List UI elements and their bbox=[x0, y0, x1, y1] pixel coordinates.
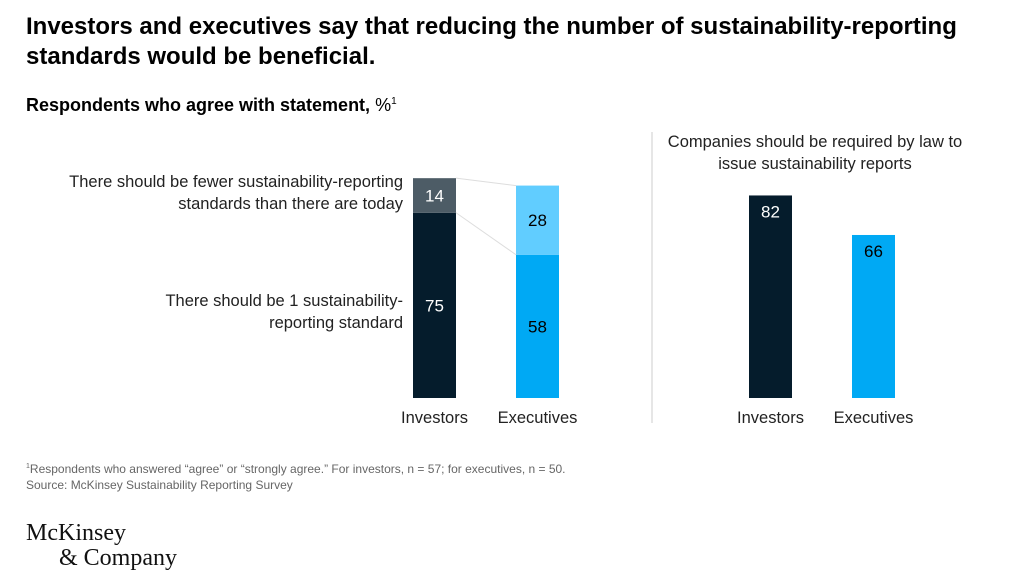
subtitle-text: Respondents who agree with statement, bbox=[26, 95, 371, 115]
logo-line-2: & Company bbox=[59, 545, 177, 571]
x-tick-label: Investors bbox=[737, 409, 804, 427]
data-label-executives-2: 28 bbox=[528, 211, 547, 230]
x-tick-label: Investors bbox=[401, 409, 468, 427]
footnote-mark: 1 bbox=[26, 463, 30, 470]
data-label-executives-1: 58 bbox=[528, 317, 547, 336]
legend-label-one: There should be 1 sustainability-reporti… bbox=[165, 292, 403, 332]
bar-investors bbox=[749, 195, 792, 398]
data-label-investors: 82 bbox=[761, 202, 780, 221]
bar-investors-segment-1 bbox=[413, 212, 456, 398]
bar-executives-segment-1 bbox=[516, 254, 559, 398]
connector-line bbox=[455, 212, 517, 256]
connector-line bbox=[455, 177, 517, 187]
subtitle-unit: % bbox=[375, 95, 392, 115]
right-chart-title: Companies should be required by law to i… bbox=[667, 133, 963, 173]
legend-label-fewer: There should be fewer sustainability-rep… bbox=[69, 173, 403, 213]
bar-executives bbox=[852, 234, 895, 398]
mckinsey-logo: McKinsey & Company bbox=[26, 521, 177, 571]
chart-title: Investors and executives say that reduci… bbox=[26, 13, 957, 70]
bar-investors-segment-2 bbox=[413, 178, 456, 213]
data-label-investors-2: 14 bbox=[425, 186, 444, 205]
bar-executives-segment-2 bbox=[516, 185, 559, 255]
chart-subtitle: Respondents who agree with statement, %1 bbox=[26, 95, 397, 116]
footnote: 1Respondents who answered “agree” or “st… bbox=[26, 459, 566, 493]
logo-line-1: McKinsey bbox=[26, 520, 126, 546]
footnote-mark: 1 bbox=[391, 96, 397, 107]
x-tick-label: Executives bbox=[498, 409, 578, 427]
x-tick-label: Executives bbox=[834, 409, 914, 427]
data-label-investors-1: 75 bbox=[425, 296, 444, 315]
data-label-executives: 66 bbox=[864, 242, 883, 261]
footnote-text: Respondents who answered “agree” or “str… bbox=[29, 462, 566, 476]
source-text: Source: McKinsey Sustainability Reportin… bbox=[26, 478, 293, 492]
